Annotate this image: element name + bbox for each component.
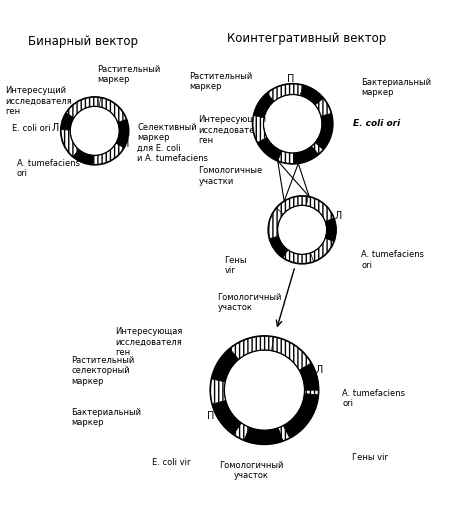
Circle shape xyxy=(70,106,119,155)
Text: Бактериальный
маркер: Бактериальный маркер xyxy=(71,407,141,427)
Text: Гомологичный
участок: Гомологичный участок xyxy=(219,461,283,480)
Wedge shape xyxy=(295,394,318,425)
Text: A. tumefaciens
ori: A. tumefaciens ori xyxy=(360,250,423,269)
Wedge shape xyxy=(66,97,100,118)
Circle shape xyxy=(252,84,332,164)
Circle shape xyxy=(224,350,304,430)
Text: Л: Л xyxy=(334,212,341,221)
Wedge shape xyxy=(257,138,281,161)
Wedge shape xyxy=(300,85,323,105)
Wedge shape xyxy=(293,146,318,164)
Wedge shape xyxy=(93,143,124,165)
Wedge shape xyxy=(267,84,302,102)
Wedge shape xyxy=(311,143,323,155)
Wedge shape xyxy=(304,390,318,395)
Wedge shape xyxy=(210,379,225,404)
Wedge shape xyxy=(315,98,331,116)
Wedge shape xyxy=(271,337,311,370)
Wedge shape xyxy=(315,114,332,150)
Wedge shape xyxy=(244,427,282,444)
Text: Интересующая
исследователя
ген: Интересующая исследователя ген xyxy=(115,327,182,357)
Text: Гомологичные
участки: Гомологичные участки xyxy=(198,166,262,185)
Text: Селективный
маркер
для E. coli
и A. tumefaciens: Селективный маркер для E. coli и A. tume… xyxy=(137,123,208,163)
Wedge shape xyxy=(233,423,249,440)
Wedge shape xyxy=(276,196,307,214)
Circle shape xyxy=(277,205,326,254)
Text: E. coli vir: E. coli vir xyxy=(152,457,190,467)
Wedge shape xyxy=(229,336,273,359)
Wedge shape xyxy=(60,130,79,157)
Wedge shape xyxy=(73,150,94,165)
Text: A. tumefaciens
ori: A. tumefaciens ori xyxy=(17,159,80,178)
Text: П: П xyxy=(286,74,293,84)
Circle shape xyxy=(268,196,336,264)
Wedge shape xyxy=(212,401,241,435)
Wedge shape xyxy=(60,113,74,130)
Wedge shape xyxy=(211,349,238,382)
Circle shape xyxy=(210,336,318,444)
Wedge shape xyxy=(277,151,294,164)
Text: Коинтегративный вектор: Коинтегративный вектор xyxy=(227,32,386,45)
Wedge shape xyxy=(306,196,333,221)
Circle shape xyxy=(263,94,321,153)
Wedge shape xyxy=(268,208,283,239)
Circle shape xyxy=(60,97,129,165)
Wedge shape xyxy=(278,426,289,441)
Text: Бактериальный
маркер: Бактериальный маркер xyxy=(360,78,430,97)
Text: A. tumefaciens
ori: A. tumefaciens ori xyxy=(341,389,405,408)
Wedge shape xyxy=(269,236,288,258)
Text: Л: Л xyxy=(51,123,59,133)
Wedge shape xyxy=(116,119,129,148)
Text: E. coli ori: E. coli ori xyxy=(12,124,51,133)
Text: Растительный
маркер: Растительный маркер xyxy=(97,65,160,84)
Text: П: П xyxy=(207,411,214,421)
Text: Растительный
селекторный
маркер: Растительный селекторный маркер xyxy=(71,356,134,386)
Wedge shape xyxy=(283,416,305,438)
Wedge shape xyxy=(252,116,267,143)
Wedge shape xyxy=(298,363,318,390)
Wedge shape xyxy=(99,97,126,122)
Wedge shape xyxy=(282,250,313,264)
Text: E. coli ori: E. coli ori xyxy=(352,119,399,128)
Text: Гены
vir: Гены vir xyxy=(224,256,247,275)
Text: Гены vir: Гены vir xyxy=(351,453,387,462)
Text: Интересующий
исследователя
ген: Интересующий исследователя ген xyxy=(198,115,266,145)
Text: Растительный
маркер: Растительный маркер xyxy=(188,72,252,91)
Text: Гомологичный
участок: Гомологичный участок xyxy=(217,293,281,312)
Wedge shape xyxy=(325,218,336,241)
Wedge shape xyxy=(253,93,273,118)
Text: Интересущий
исследователя
ген: Интересущий исследователя ген xyxy=(5,86,72,116)
Text: П: П xyxy=(122,139,129,149)
Wedge shape xyxy=(310,238,333,262)
Text: Бинарный вектор: Бинарный вектор xyxy=(28,35,138,48)
Text: Л: Л xyxy=(315,365,322,375)
